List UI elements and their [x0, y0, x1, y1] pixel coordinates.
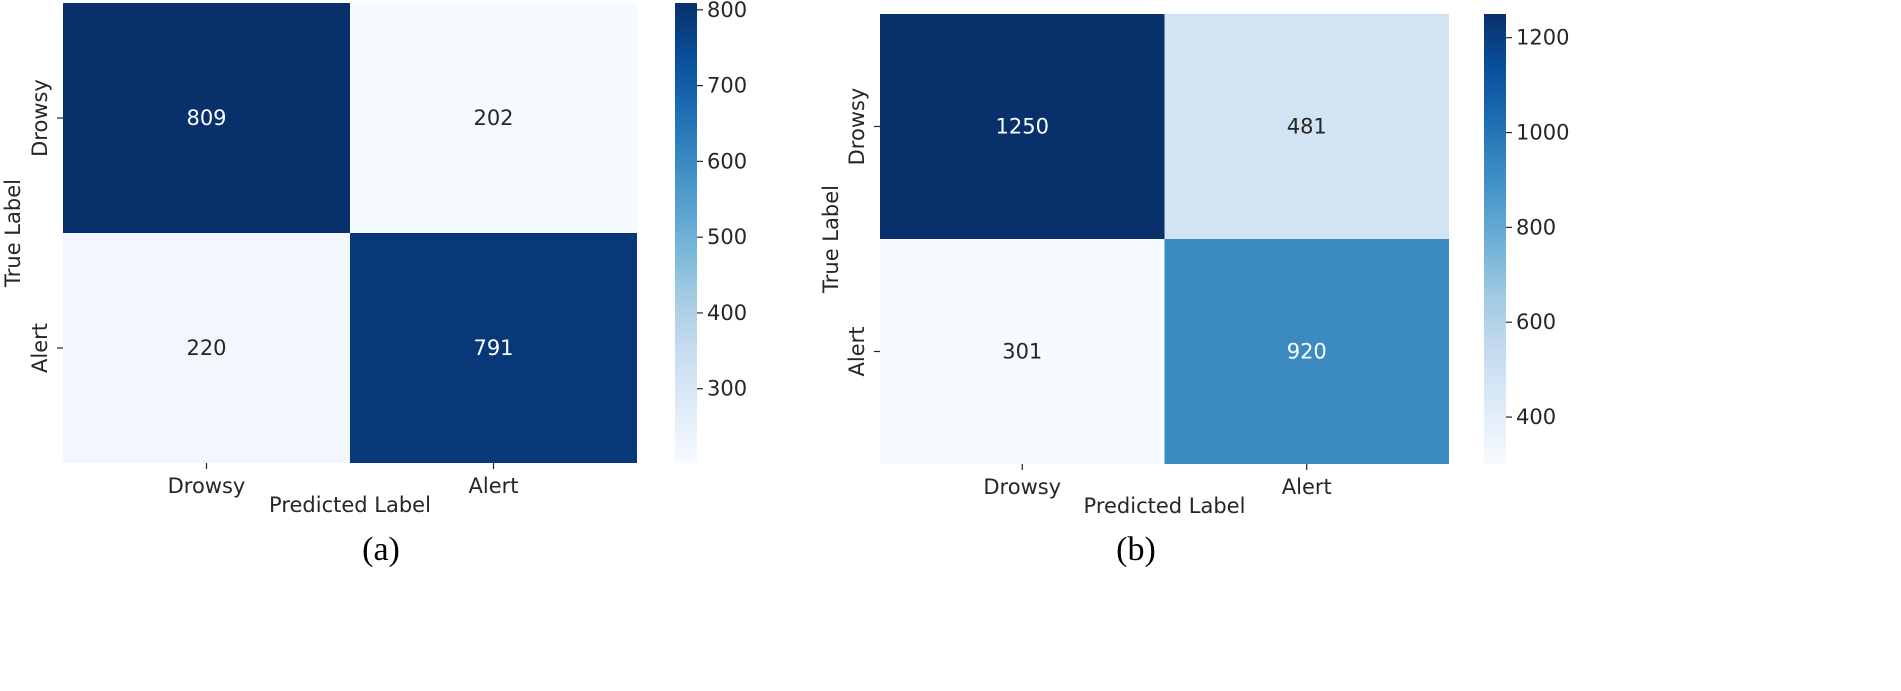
- cell-value-label: 809: [186, 106, 226, 130]
- heatmap-cell: [880, 239, 1165, 464]
- y-tick-label: Alert: [28, 323, 52, 373]
- heatmap-cell: [1164, 14, 1449, 239]
- colorbar-tick-label: 1000: [1516, 121, 1569, 145]
- cell-value-label: 1250: [996, 115, 1049, 139]
- colorbar-tick-label: 600: [1516, 310, 1556, 334]
- colorbar-tick-label: 700: [707, 74, 747, 98]
- panel-caption: (b): [1116, 531, 1156, 568]
- colorbar-tick-label: 400: [707, 301, 747, 325]
- colorbar-tick-label: 800: [707, 0, 747, 22]
- colorbar-tick-label: 600: [707, 149, 747, 173]
- heatmap-cell: [63, 233, 350, 463]
- y-tick-label: Drowsy: [28, 79, 52, 157]
- heatmap-cell: [63, 3, 350, 233]
- y-axis-title: True Label: [1, 179, 25, 288]
- x-tick-label: Alert: [469, 474, 519, 498]
- cell-value-label: 301: [1002, 340, 1042, 364]
- y-tick-label: Drowsy: [845, 88, 869, 166]
- x-tick-label: Drowsy: [983, 475, 1061, 499]
- x-axis-title: Predicted Label: [1084, 494, 1246, 518]
- y-tick-label: Alert: [845, 327, 869, 377]
- heatmap-panel-b: 1250 481 301 920 Drowsy Alert Drowsy Alert Predi…: [819, 14, 1569, 568]
- colorbar-tick-label: 800: [1516, 215, 1556, 239]
- x-axis-title: Predicted Label: [269, 493, 431, 517]
- colorbar-tick-label: 1200: [1516, 26, 1569, 50]
- colorbar-tick-label: 300: [707, 377, 747, 401]
- cell-value-label: 791: [473, 336, 513, 360]
- heatmap-cell: [350, 3, 637, 233]
- heatmap-panel-a: 809 202 220 791 Drowsy Alert Drowsy Alert Predic…: [1, 0, 747, 568]
- x-tick-label: Drowsy: [168, 474, 246, 498]
- colorbar-tick-label: 400: [1516, 405, 1556, 429]
- heatmap-cell: [1164, 239, 1449, 464]
- colorbar: [675, 3, 697, 463]
- panel-caption: (a): [362, 531, 400, 568]
- colorbar-tick-label: 500: [707, 225, 747, 249]
- cell-value-label: 202: [473, 106, 513, 130]
- y-axis-title: True Label: [819, 185, 843, 294]
- heatmap-cell: [350, 233, 637, 463]
- heatmap-cell: [880, 14, 1165, 239]
- cell-value-label: 481: [1287, 115, 1327, 139]
- cell-value-label: 220: [186, 336, 226, 360]
- x-tick-label: Alert: [1282, 475, 1332, 499]
- colorbar: [1484, 14, 1506, 464]
- cell-value-label: 920: [1287, 340, 1327, 364]
